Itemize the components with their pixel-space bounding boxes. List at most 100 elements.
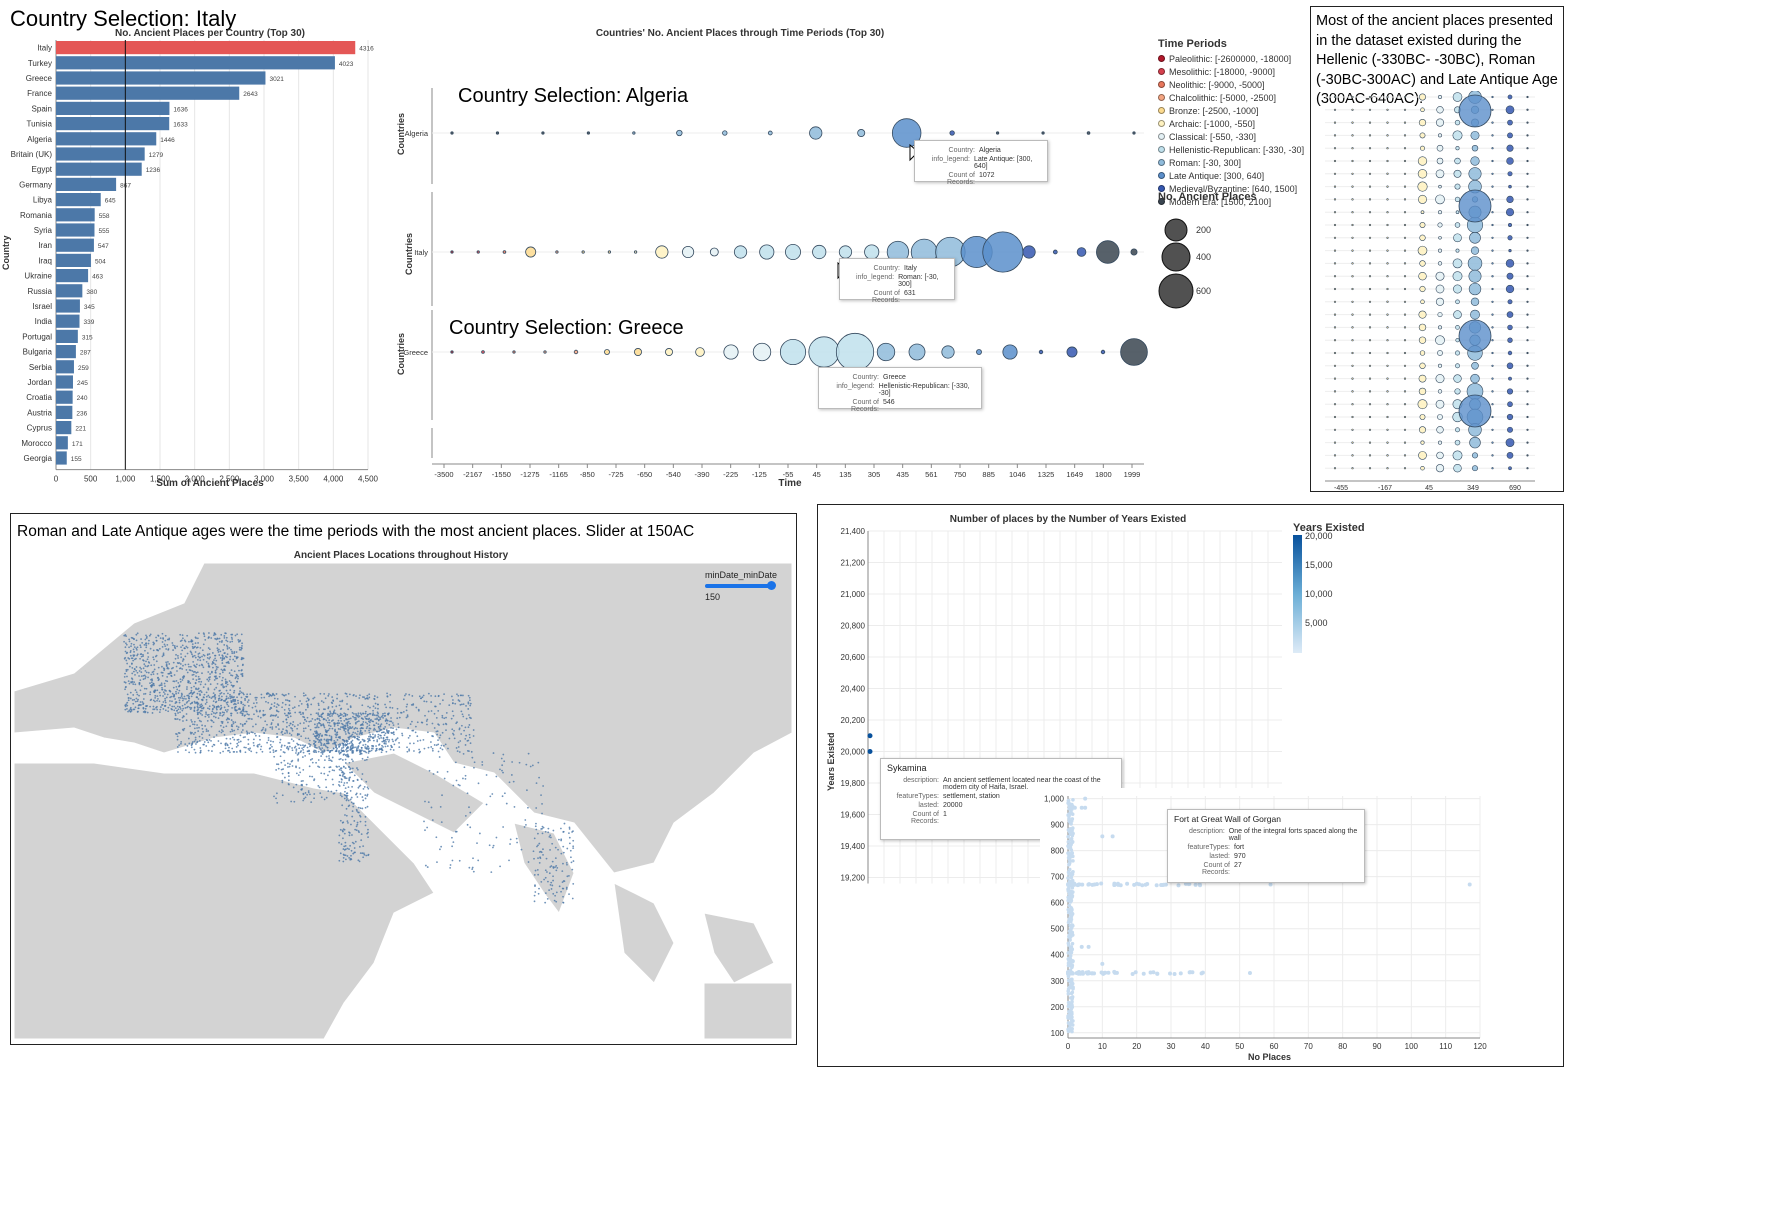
map-point [344,854,347,857]
inset-point [1072,805,1077,810]
map-point [374,702,377,705]
map-point [534,825,537,828]
map-point [139,701,142,703]
map-point [205,711,207,714]
map-point [257,715,260,718]
inset-point [1068,953,1073,958]
map-point [426,723,428,726]
map-point [255,698,258,701]
mini-bubble [1491,249,1494,252]
map-point [153,664,156,666]
map-point [246,701,249,703]
date-slider-track[interactable] [705,581,777,590]
map-point [225,680,227,683]
map-point [306,793,309,796]
map-point [357,714,360,717]
map-point [242,703,245,706]
map-point [237,738,240,741]
map-point [124,688,126,691]
map-point [182,720,184,722]
map-point [208,738,211,741]
mini-bubble [1351,134,1354,137]
inset-y-tick-label: 100 [1051,1029,1065,1038]
map-point [207,716,210,718]
map-point [262,726,265,729]
map-point [409,723,412,726]
map-point [191,723,194,726]
map-point [361,757,364,760]
map-point [276,703,279,706]
map-point [201,727,204,730]
map-point [126,707,128,710]
map-point [360,723,363,726]
map-point [260,745,263,748]
bar-x-tick-label: 2,000 [185,475,206,484]
map-point [337,719,340,722]
map-point [317,721,320,724]
map-point [341,804,344,807]
map-point [142,702,145,705]
map-point [308,742,310,745]
map-point [328,727,331,730]
map-point [211,696,214,698]
mini-bubble [1333,275,1337,278]
map-point [458,728,461,731]
map-point [392,749,395,751]
mini-bubble [1526,121,1529,124]
bubble-point [665,348,673,356]
bar-category-label: Libya [33,196,53,205]
map-point [325,731,328,734]
map-point [426,866,429,868]
bubble-point [809,126,823,140]
map-point [468,714,470,716]
map-point [161,704,163,706]
map-point [349,771,351,774]
map-point [281,781,284,784]
map-point [381,749,383,751]
map-point [327,774,329,777]
map-point [390,717,392,719]
map-point [176,709,178,712]
tooltip-italy: Country: Italy info_legend: Roman: [-30, 3… [839,258,955,304]
time-period-legend-item: Classical: [-550, -330] [1158,130,1304,143]
map-point [565,888,568,890]
map-chart[interactable] [14,563,792,1039]
map-point [235,709,238,712]
bubble-point [1038,349,1044,355]
map-point [331,705,334,708]
mini-bubble [1526,339,1529,342]
map-point [309,793,311,796]
map-point [199,749,202,752]
map-point [150,673,153,676]
map-point [328,719,331,722]
map-point [338,758,341,761]
map-point [344,767,347,769]
map-point [321,716,323,719]
map-point [309,758,312,761]
map-point [347,726,349,729]
mini-bubble [1505,284,1515,294]
inset-point [1112,882,1117,887]
map-point [350,823,352,826]
map-point [333,725,336,727]
map-point [225,742,227,745]
bar-chart[interactable]: 0 500 1,000 1,500 2,000 2,500 3,000 3,500 4,000 4… [0,36,380,496]
bubble-chart[interactable]: -3500 -2167 -1550 -1275 -1165 -850 -725 -650 -54… [392,36,1152,496]
date-slider-thumb[interactable] [767,581,777,590]
map-point [204,683,207,686]
map-point [547,827,550,830]
map-point [313,723,316,726]
map-point [147,656,150,658]
map-point [391,732,393,735]
mini-bubble [1491,185,1494,188]
map-point [386,692,388,695]
map-point [264,729,267,732]
bubble-point [607,250,611,254]
mini-bubble [1506,157,1514,165]
map-point [231,706,233,709]
map-point [171,705,174,708]
map-point [218,637,221,640]
mini-bubble [1368,287,1372,291]
map-point [537,892,540,895]
map-point [267,736,270,739]
